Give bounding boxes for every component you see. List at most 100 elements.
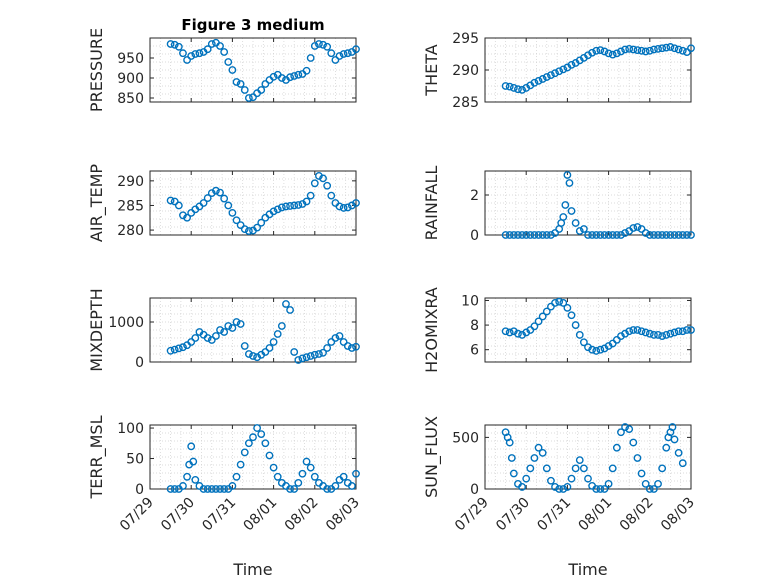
- data-point: [534, 76, 543, 85]
- data-point: [534, 231, 543, 239]
- data-point: [339, 338, 348, 346]
- y-tick-label: 285: [117, 198, 144, 214]
- data-point: [343, 49, 352, 58]
- data-point: [596, 485, 605, 493]
- data-point: [629, 326, 638, 334]
- y-tick-label: 6: [470, 343, 479, 359]
- data-point: [216, 485, 224, 493]
- data-point: [682, 326, 691, 334]
- data-point: [306, 54, 315, 62]
- data-point: [662, 231, 671, 239]
- data-point: [174, 201, 183, 210]
- data-point: [290, 72, 299, 80]
- data-point: [339, 50, 348, 58]
- data-point: [670, 435, 679, 444]
- x-tick-label: 07/29: [117, 495, 157, 535]
- data-point: [507, 454, 516, 462]
- data-point: [658, 332, 667, 341]
- x-tick-label: 08/01: [576, 495, 616, 535]
- data-point: [216, 188, 224, 197]
- data-point: [294, 356, 303, 364]
- data-point: [579, 225, 588, 233]
- data-point: [302, 457, 311, 466]
- data-point: [617, 231, 625, 239]
- data-point: [654, 479, 662, 488]
- data-point: [286, 73, 294, 82]
- data-point: [567, 311, 576, 320]
- data-point: [547, 231, 555, 239]
- data-point: [298, 469, 307, 478]
- data-point: [650, 231, 658, 239]
- data-point: [183, 213, 191, 222]
- data-point: [240, 448, 249, 457]
- data-point: [323, 181, 332, 190]
- data-point: [571, 464, 580, 473]
- axes-border: [484, 424, 692, 490]
- data-point: [522, 474, 531, 483]
- data-point: [670, 328, 679, 337]
- y-tick-label: 290: [117, 174, 144, 190]
- data-point: [166, 346, 175, 355]
- data-point: [522, 231, 531, 239]
- data-point: [352, 342, 360, 351]
- data-point: [170, 345, 179, 354]
- data-point: [542, 73, 551, 81]
- data-point: [277, 322, 286, 330]
- data-point: [347, 344, 356, 352]
- data-point: [625, 44, 634, 53]
- data-point: [253, 223, 262, 232]
- data-point: [212, 186, 220, 195]
- data-point: [319, 348, 327, 357]
- data-point: [335, 52, 344, 60]
- data-point: [674, 327, 683, 336]
- data-point: [199, 199, 208, 207]
- data-point: [207, 485, 216, 493]
- data-point: [323, 485, 332, 493]
- y-axis-label: RAINFALL: [422, 166, 441, 241]
- data-point: [530, 231, 539, 239]
- data-point: [559, 485, 568, 493]
- data-point: [249, 352, 257, 360]
- y-tick-label: 100: [117, 421, 144, 437]
- data-point: [654, 231, 662, 239]
- data-point: [294, 479, 303, 487]
- data-point: [286, 485, 294, 493]
- data-point: [608, 50, 617, 59]
- panel-4: 0 2 RAINFALL: [422, 166, 695, 244]
- data-point: [530, 322, 539, 331]
- y-axis-label: PRESSURE: [87, 28, 106, 112]
- x-tick-label: 07/30: [493, 495, 533, 535]
- data-point: [563, 171, 572, 179]
- data-point: [232, 318, 241, 326]
- data-point: [600, 485, 609, 493]
- data-point: [629, 438, 638, 447]
- data-point: [302, 353, 311, 362]
- data-point: [228, 482, 237, 490]
- data-point: [666, 329, 675, 338]
- data-point: [232, 216, 241, 225]
- data-point: [509, 469, 518, 478]
- data-point: [166, 196, 175, 205]
- data-point: [220, 48, 229, 56]
- data-point: [604, 49, 613, 58]
- y-tick-label: 950: [117, 51, 144, 67]
- panel-8: 0 500 07/29 07/30 07/31 08/01 08/02 08/03 SUN_FL…: [422, 416, 698, 579]
- data-point: [668, 423, 677, 431]
- data-point: [212, 332, 220, 340]
- data-point: [561, 201, 570, 209]
- data-point: [645, 485, 654, 493]
- data-point: [257, 218, 266, 227]
- x-tick-label: 08/01: [241, 495, 281, 535]
- data-point: [563, 483, 572, 491]
- y-tick-label: 10: [461, 293, 479, 309]
- panel-7: 0 50 100 07/29 07/30 07/31 08/01 08/02 08/03 TERR…: [87, 415, 363, 579]
- data-point: [191, 334, 200, 342]
- data-point: [224, 322, 233, 330]
- data-point: [228, 66, 237, 74]
- data-point: [658, 464, 667, 473]
- data-point: [534, 443, 543, 452]
- data-point: [265, 451, 274, 460]
- axes-border: [149, 297, 357, 363]
- data-point: [674, 448, 683, 457]
